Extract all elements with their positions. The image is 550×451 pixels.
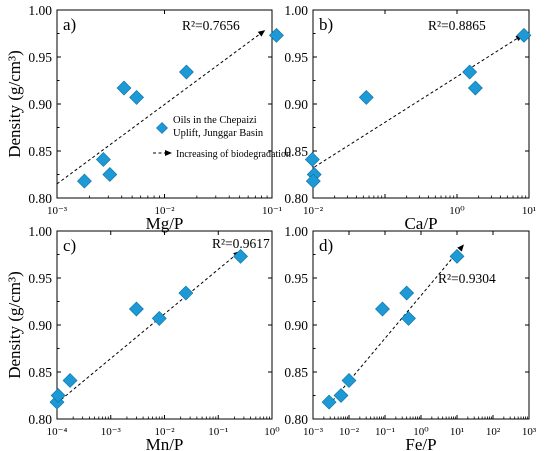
y-tick-label: 0.85 [28,365,52,380]
data-point [401,310,416,326]
x-tick-label: 10⁻¹ [208,426,228,438]
y-tick-label: 0.90 [284,97,308,112]
x-tick-label: 10⁻² [303,205,324,217]
trend-arrow [314,34,523,168]
plot-frame [312,230,530,420]
legend-marker-label-2: Uplift, Junggar Basin [173,128,264,139]
x-tick-label: 10⁻² [154,205,175,217]
data-point [341,373,357,388]
x-tick-label: 10⁻⁴ [47,426,68,438]
y-tick-label: 0.85 [284,144,308,159]
legend: Oils in the Chepaizi Uplift, Junggar Basi… [153,115,291,160]
data-point [399,285,415,301]
r-squared-label: R²=0.9304 [438,271,496,286]
x-tick-label: 10⁻² [154,426,175,438]
x-tick-label: 10² [486,426,501,438]
panel-label: c) [63,236,76,255]
y-tick-label: 0.95 [284,50,308,65]
x-tick-label: 10⁻² [339,426,360,438]
x-tick-label: 10⁰ [449,205,465,217]
data-point [151,310,167,326]
y-tick-label: 0.90 [28,318,52,333]
data-point [116,80,132,96]
panel-a: 0.80 0.85 0.90 0.95 1.00 10⁻³ 10⁻² 10⁻¹ Mg/P Dens… [5,3,284,233]
y-tick-label: 0.80 [284,412,308,427]
panel-c: 0.80 0.85 0.90 0.95 1.00 10⁻⁴ 10⁻³ 10⁻² 10⁻¹ 10⁰ M… [5,224,280,451]
data-point [305,173,321,189]
y-tick-label: 1.00 [284,3,308,18]
data-point [462,64,478,80]
r-squared-label: R²=0.8865 [428,18,486,33]
x-tick-label: 10¹ [522,205,536,217]
panel-b: 0.80 0.85 0.90 0.95 1.00 10⁻² 10⁰ 10¹ Ca/P b) R²=0… [284,3,536,233]
data-point [333,388,349,403]
y-tick-label: 0.80 [28,191,52,206]
plot-frame [312,9,530,199]
data-point [179,64,194,80]
x-tick-label: 10⁻¹ [262,205,282,217]
y-tick-label: 1.00 [28,3,52,18]
legend-arrow-label: Increasing of biodegradation [176,149,291,160]
panel-label: a) [63,15,76,34]
panel-label: b) [319,15,333,34]
y-tick-label: 0.85 [284,365,308,380]
y-tick-label: 0.80 [28,412,52,427]
data-point [95,152,111,167]
x-axis-label: Mg/P [146,214,184,233]
data-point [375,301,390,317]
data-point [233,248,248,264]
data-point [516,27,532,43]
r-squared-label: R²=0.7656 [182,18,240,33]
data-point [269,27,284,43]
y-tick-label: 0.95 [28,271,52,286]
data-point [62,373,78,388]
y-tick-label: 0.95 [28,50,52,65]
data-point [304,152,320,167]
data-point [129,89,145,105]
data-point [128,301,144,317]
data-point [50,388,66,403]
data-point [449,248,465,264]
x-axis-label: Mn/P [146,435,184,451]
x-tick-label: 10⁻¹ [375,426,395,438]
r-squared-label: R²=0.9617 [212,236,270,251]
panel-label: d) [319,236,333,255]
y-tick-label: 0.85 [28,144,52,159]
y-tick-label: 0.90 [28,97,52,112]
y-axis-label: Density (g/cm³) [5,50,24,158]
data-point [358,89,374,105]
x-tick-label: 10⁻³ [303,426,324,438]
trend-arrow [56,30,266,185]
x-tick-label: 10⁰ [264,426,280,438]
data-point [178,285,194,301]
trend-arrow [56,251,241,404]
x-axis-label: Fe/P [405,435,436,451]
x-tick-label: 10⁻³ [47,205,68,217]
y-tick-label: 1.00 [284,224,308,239]
panel-d: 0.80 0.85 0.90 0.95 1.00 10⁻³ 10⁻² 10⁻¹ 10⁰ 10¹ 10… [284,224,536,451]
legend-marker-label: Oils in the Chepaizi [173,115,257,126]
y-tick-label: 0.90 [284,318,308,333]
data-point [102,167,118,182]
x-tick-label: 10¹ [450,426,464,438]
legend-marker [156,122,168,134]
x-tick-label: 10⁻³ [101,426,122,438]
x-tick-label: 10³ [522,426,537,438]
x-axis-label: Ca/P [404,214,437,233]
y-tick-label: 0.95 [284,271,308,286]
y-tick-label: 0.80 [284,191,308,206]
x-tick-label: 10⁰ [413,426,429,438]
data-point [321,394,337,410]
data-point [467,80,483,96]
y-axis-label: Density (g/cm³) [5,271,24,379]
y-tick-label: 1.00 [28,224,52,239]
data-point [77,173,92,189]
